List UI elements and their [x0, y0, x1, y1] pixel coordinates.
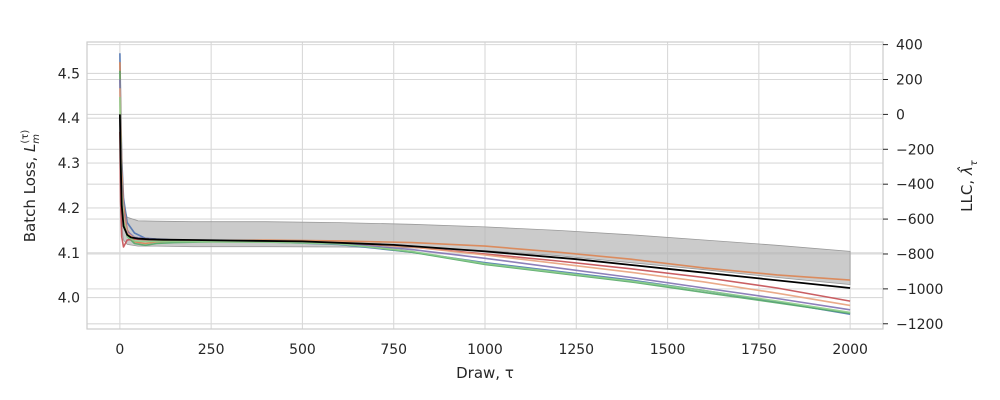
y-left-title-text: Batch Loss,: [21, 152, 39, 242]
y-right-axis-title: LLC, λ̂τ: [956, 159, 980, 212]
y-right-title-symbol: λ̂: [956, 166, 976, 176]
y-right-tick-label: 0: [896, 107, 905, 123]
x-tick-label: 1750: [741, 342, 777, 358]
y-right-tick-label: −200: [896, 142, 934, 158]
y-right-title-text: LLC,: [958, 175, 976, 212]
x-tick-label: 0: [115, 342, 124, 358]
series-lines: [119, 53, 851, 315]
y-left-tick-label: 4.2: [58, 201, 80, 217]
y-left-tick-label: 4.3: [58, 156, 80, 172]
band-area: [119, 62, 851, 285]
y-right-title-subscript: τ: [969, 159, 980, 166]
y-left-title-subscript: m: [31, 134, 42, 144]
y-left-tick-label: 4.5: [58, 66, 80, 82]
y-right-tick-label: 200: [896, 73, 923, 89]
x-tick-label: 250: [198, 342, 225, 358]
x-axis-title: Draw, τ: [456, 364, 514, 382]
y-left-axis-title: Batch Loss, L(τ)m: [20, 130, 42, 243]
y-right-tick-label: −1200: [896, 317, 943, 333]
y-right-tick-label: −1000: [896, 282, 943, 298]
y-right-tick-label: −800: [896, 247, 934, 263]
y-left-title-symbol: L: [21, 144, 39, 152]
x-tick-label: 1500: [650, 342, 686, 358]
confidence-band: [119, 62, 851, 285]
y-left-title-superscript: (τ): [20, 130, 31, 144]
x-tick-label: 500: [289, 342, 316, 358]
plot-frame: [86, 41, 884, 330]
y-right-tick-labels: 400 200 0 −200 −400 −600 −800 −1000 −1200: [883, 38, 943, 333]
x-tick-labels: 0 250 500 750 1000 1250 1500 1750 2000: [115, 342, 868, 358]
y-left-tick-label: 4.4: [58, 111, 80, 127]
x-tick-label: 2000: [832, 342, 868, 358]
x-tick-label: 1250: [558, 342, 594, 358]
y-left-tick-labels: 4.0 4.1 4.2 4.3 4.4 4.5: [58, 66, 80, 306]
y-right-tick-label: −400: [896, 177, 934, 193]
x-tick-label: 750: [380, 342, 407, 358]
y-left-tick-label: 4.0: [58, 291, 80, 307]
series-line-mean: [119, 114, 851, 289]
y-left-tick-label: 4.1: [58, 246, 80, 262]
x-tick-label: 1000: [467, 342, 503, 358]
y-right-tick-label: −600: [896, 212, 934, 228]
y-right-tick-label: 400: [896, 38, 923, 54]
